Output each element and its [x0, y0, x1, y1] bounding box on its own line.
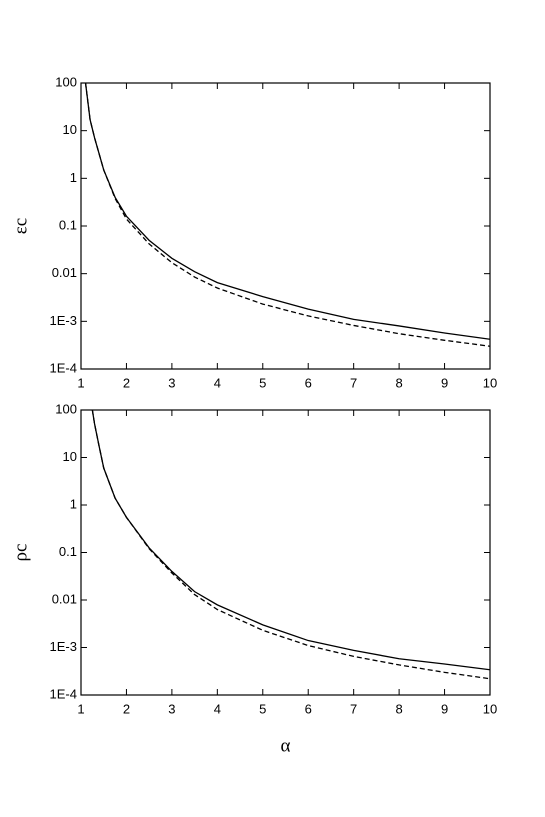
y-tick-label: 1E-4	[50, 360, 77, 375]
x-tick-label: 2	[123, 701, 130, 716]
y-tick-label: 0.1	[59, 217, 77, 232]
plot-frame	[80, 82, 491, 370]
y-tick-label: 1E-3	[50, 313, 77, 328]
x-tick-label: 5	[259, 375, 266, 390]
x-tick-label: 5	[259, 701, 266, 716]
y-tick-label: 1	[70, 170, 77, 185]
x-tick-label: 4	[214, 701, 221, 716]
y-tick-label: 100	[55, 74, 77, 89]
series-line	[91, 410, 490, 671]
y-tick-label: 10	[63, 122, 77, 137]
series-line	[84, 83, 490, 347]
x-tick-label: 3	[168, 701, 175, 716]
y-tick-label: 1E-3	[50, 639, 77, 654]
x-tick-label: 9	[441, 701, 448, 716]
x-tick-label: 8	[395, 375, 402, 390]
x-tick-label: 2	[123, 375, 130, 390]
y-tick-label: 0.01	[52, 265, 77, 280]
y-tick-label: 1	[70, 496, 77, 511]
x-tick-label: 8	[395, 701, 402, 716]
y-tick-label: 100	[55, 401, 77, 416]
x-tick-label: 4	[214, 375, 221, 390]
series-line	[84, 83, 490, 340]
plot-frame	[80, 409, 491, 696]
x-tick-label: 7	[350, 375, 357, 390]
x-tick-label: 3	[168, 375, 175, 390]
x-axis-label: α	[281, 735, 291, 756]
y-tick-label: 0.01	[52, 591, 77, 606]
y-tick-label: 10	[63, 449, 77, 464]
y-tick-label: 1E-4	[50, 686, 77, 701]
x-tick-label: 10	[483, 701, 497, 716]
x-tick-label: 1	[77, 375, 84, 390]
x-tick-label: 7	[350, 701, 357, 716]
x-tick-label: 10	[483, 375, 497, 390]
x-tick-label: 6	[305, 701, 312, 716]
y-axis-label: εc	[10, 218, 31, 234]
x-tick-label: 1	[77, 701, 84, 716]
y-tick-label: 0.1	[59, 544, 77, 559]
x-tick-label: 6	[305, 375, 312, 390]
series-line	[91, 410, 490, 680]
y-axis-label: ρc	[10, 544, 31, 562]
x-tick-label: 9	[441, 375, 448, 390]
